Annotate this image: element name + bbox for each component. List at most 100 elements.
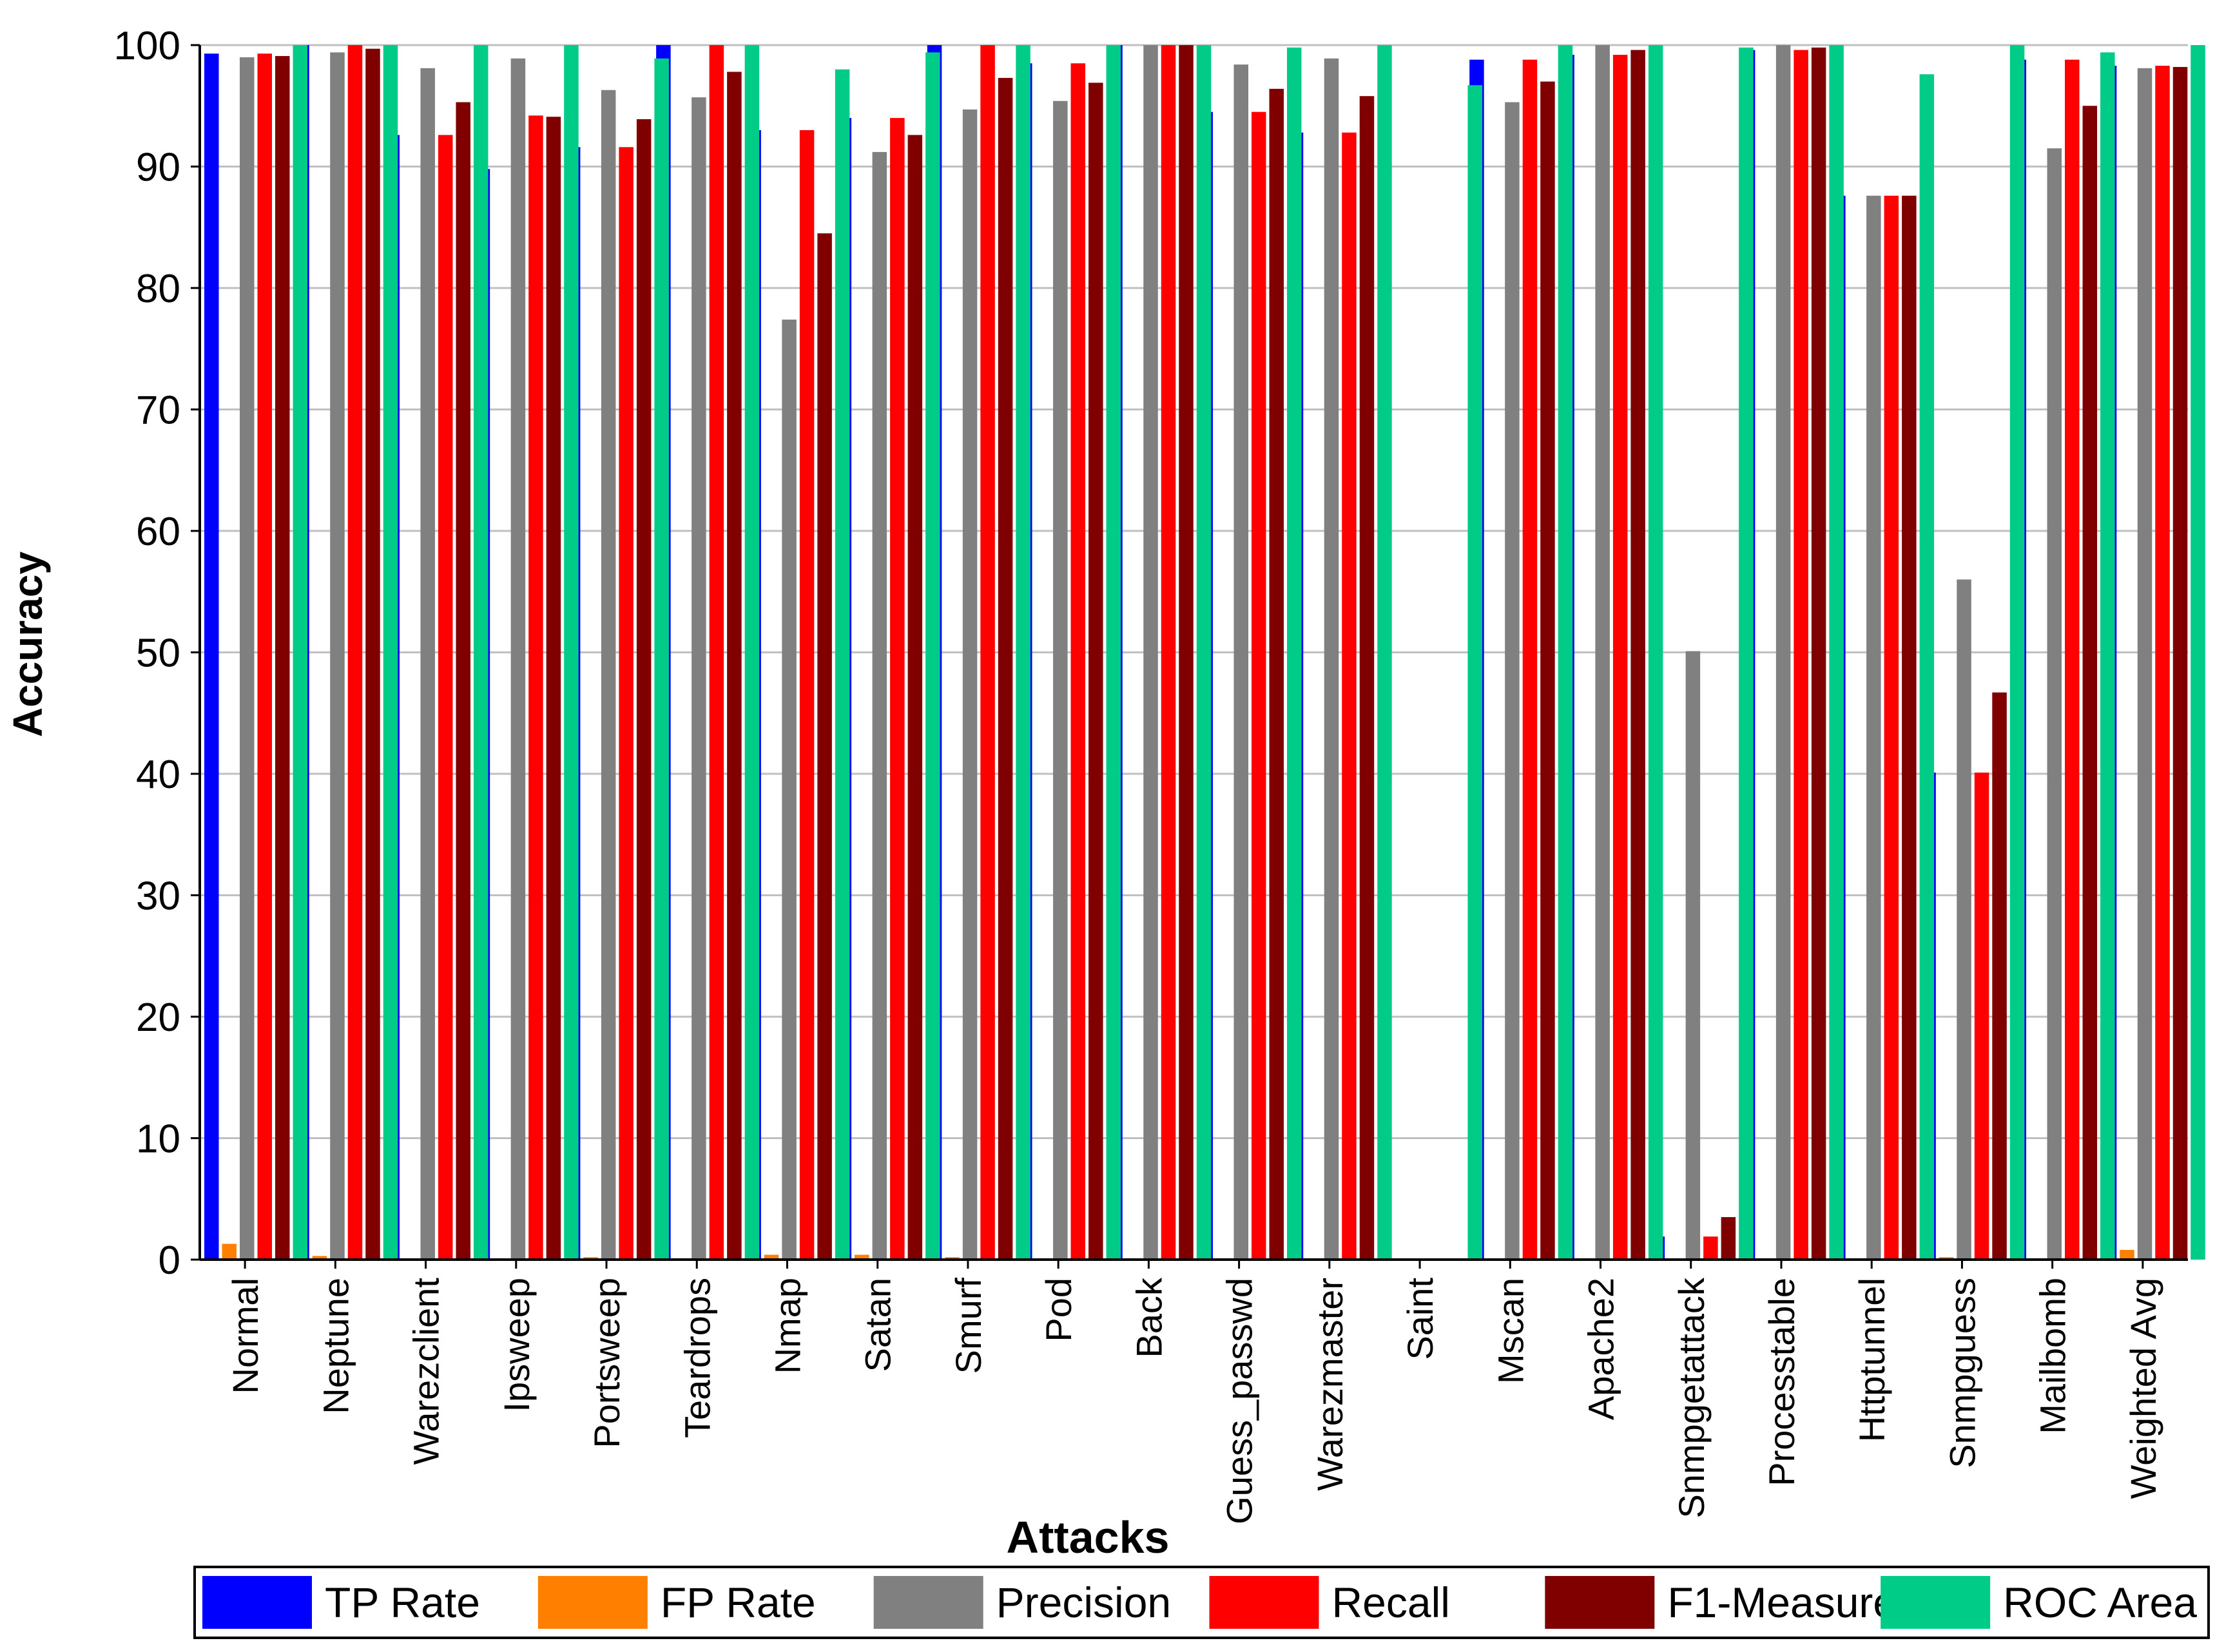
x-tick-label: Snmpgetattack	[1671, 1277, 1712, 1519]
legend-swatch	[1545, 1576, 1655, 1629]
bar-f1-measure-smurf	[998, 77, 1013, 1260]
bar-f1-measure-httptunnel	[1902, 195, 1917, 1260]
bar-precision-apache2	[1595, 45, 1610, 1260]
x-tick-label: Pod	[1038, 1278, 1079, 1342]
bar-recall-satan	[890, 118, 905, 1260]
bar-precision-snmpgetattack	[1685, 651, 1701, 1260]
bar-precision-back	[1143, 45, 1158, 1260]
bar-roc-area-warezmaster	[1377, 45, 1392, 1260]
bar-f1-measure-nmap	[817, 233, 832, 1260]
bar-precision-normal	[240, 57, 255, 1260]
bar-roc-area-mailbomb	[2100, 52, 2115, 1260]
bars	[204, 45, 2205, 1260]
y-tick-label: 30	[136, 874, 180, 919]
bar-f1-measure-weighted-avg	[2172, 66, 2188, 1260]
bar-precision-warezclient	[420, 68, 435, 1260]
legend-swatch	[873, 1576, 983, 1629]
bar-f1-measure-portsweep	[636, 119, 652, 1260]
x-tick-label: Mailbomb	[2033, 1278, 2073, 1434]
bar-recall-nmap	[799, 130, 815, 1260]
bar-precision-ipsweep	[510, 58, 526, 1260]
bar-roc-area-satan	[925, 52, 940, 1260]
legend-label: Recall	[1332, 1579, 1450, 1626]
bar-f1-measure-pod	[1088, 82, 1103, 1260]
bar-roc-area-processtable	[1829, 45, 1844, 1260]
x-tick-label: Smurf	[948, 1278, 989, 1374]
y-tick-label: 80	[136, 267, 180, 311]
legend-swatch	[1209, 1576, 1319, 1629]
bar-recall-back	[1161, 45, 1176, 1260]
x-tick-label: Httptunnel	[1852, 1278, 1892, 1442]
bar-recall-guess-passwd	[1252, 111, 1266, 1260]
x-tick-label: Guess_passwd	[1219, 1278, 1260, 1524]
bar-recall-smurf	[980, 45, 995, 1260]
bar-f1-measure-mscan	[1540, 81, 1555, 1260]
bar-precision-processtable	[1775, 45, 1791, 1260]
legend-label: ROC Area	[2003, 1579, 2197, 1626]
y-axis-label: Accuracy	[5, 552, 51, 738]
bar-f1-measure-warezclient	[456, 102, 470, 1260]
legend-swatch	[202, 1576, 312, 1629]
bar-precision-mscan	[1505, 102, 1520, 1260]
bar-recall-mscan	[1522, 59, 1538, 1260]
bar-roc-area-nmap	[835, 69, 850, 1260]
bar-recall-portsweep	[619, 147, 634, 1260]
x-axis-label: Attacks	[1007, 1512, 1170, 1562]
y-tick-label: 10	[136, 1117, 180, 1162]
bar-recall-warezclient	[438, 135, 453, 1260]
x-tick-label: Neptune	[315, 1278, 356, 1414]
bar-roc-area-httptunnel	[1919, 74, 1935, 1260]
x-tick-label: Apache2	[1581, 1278, 1621, 1420]
bar-recall-processtable	[1794, 50, 1808, 1260]
bar-precision-smurf	[962, 109, 978, 1260]
bar-precision-satan	[872, 151, 887, 1260]
bar-recall-ipsweep	[528, 115, 543, 1260]
bar-roc-area-mscan	[1558, 45, 1573, 1260]
bar-precision-weighted-avg	[2137, 68, 2152, 1260]
bar-f1-measure-teardrops	[727, 72, 742, 1260]
x-tick-label: Back	[1128, 1277, 1169, 1358]
bar-precision-mailbomb	[2047, 148, 2062, 1260]
bar-roc-area-apache2	[1648, 45, 1663, 1260]
bar-precision-nmap	[782, 320, 797, 1260]
bar-f1-measure-snmpguess	[1992, 692, 2007, 1260]
bar-precision-portsweep	[601, 90, 616, 1260]
x-tick-label: Satan	[858, 1278, 898, 1372]
bar-f1-measure-apache2	[1630, 50, 1645, 1260]
y-tick-label: 90	[136, 146, 180, 190]
y-tick-label: 40	[136, 753, 180, 797]
y-tick-label: 50	[136, 631, 180, 676]
x-tick-label: Teardrops	[677, 1278, 717, 1438]
bar-roc-area-neptune	[383, 45, 398, 1260]
bar-recall-teardrops	[709, 45, 724, 1260]
x-tick-label: Warezclient	[406, 1278, 447, 1465]
bar-precision-neptune	[330, 52, 345, 1260]
bar-recall-httptunnel	[1884, 195, 1899, 1260]
bar-recall-snmpguess	[1974, 773, 1989, 1260]
bar-roc-area-snmpguess	[2009, 45, 2025, 1260]
bar-roc-area-back	[1196, 45, 1212, 1260]
bar-precision-snmpguess	[1957, 579, 1971, 1260]
y-tick-label: 100	[114, 24, 180, 68]
legend-box	[193, 1566, 2210, 1639]
bar-f1-measure-back	[1179, 45, 1194, 1260]
y-tick-label: 0	[159, 1238, 180, 1283]
y-tick-label: 70	[136, 389, 180, 433]
legend: TP Rate FP Rate Precision Recall F1-Measure R…	[193, 1566, 2210, 1639]
bar-recall-pod	[1070, 63, 1086, 1260]
bar-fp-rate-weighted-avg	[2120, 1249, 2134, 1260]
bar-roc-area-saint	[1467, 85, 1482, 1260]
bar-recall-warezmaster	[1342, 132, 1357, 1260]
x-tick-label: Mscan	[1490, 1278, 1531, 1384]
y-tick-label: 60	[136, 510, 180, 554]
bar-precision-pod	[1053, 101, 1068, 1260]
bar-roc-area-snmpgetattack	[1739, 47, 1754, 1260]
bar-precision-warezmaster	[1324, 58, 1339, 1260]
bar-precision-httptunnel	[1866, 195, 1881, 1260]
bar-roc-area-ipsweep	[564, 45, 579, 1260]
legend-swatch	[1881, 1576, 1991, 1629]
bar-roc-area-warezclient	[473, 45, 488, 1260]
bar-roc-area-teardrops	[744, 45, 760, 1260]
bar-f1-measure-ipsweep	[546, 117, 561, 1260]
x-tick-label: Saint	[1400, 1278, 1440, 1360]
